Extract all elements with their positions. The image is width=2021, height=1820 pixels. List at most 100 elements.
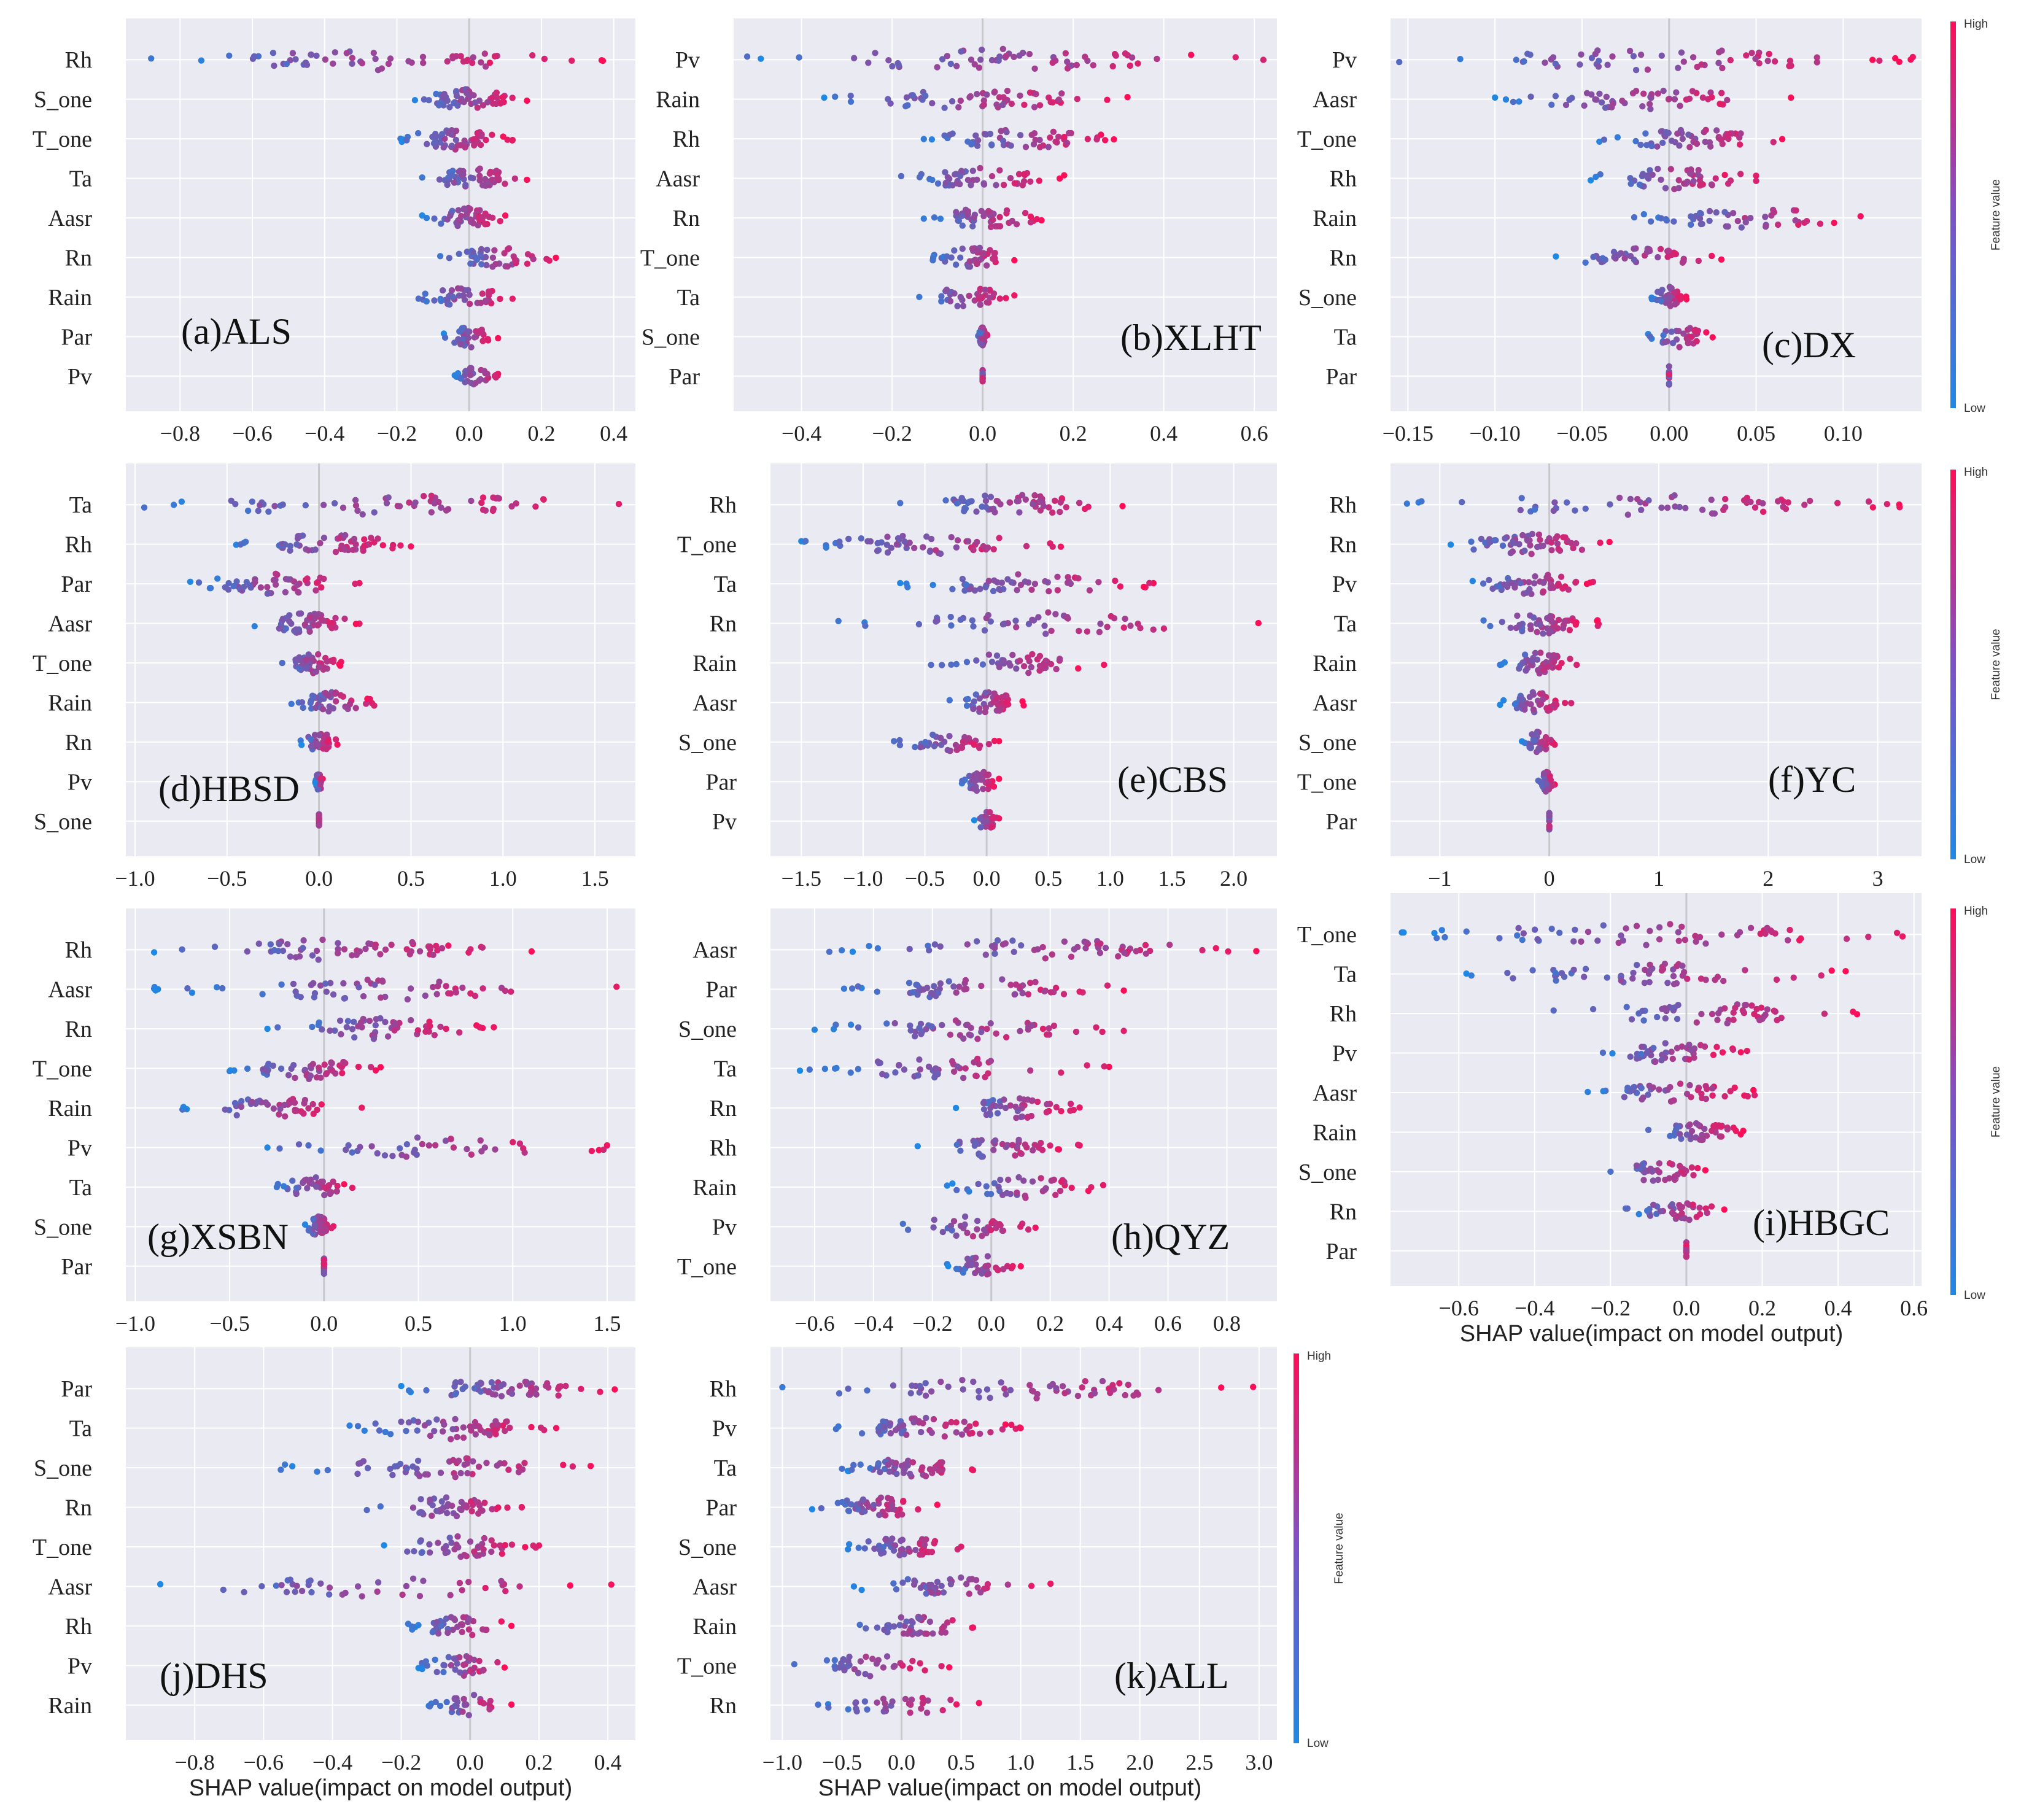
shap-dot	[1637, 141, 1644, 149]
shap-dot	[865, 1538, 872, 1545]
shap-dots-t_one	[1596, 126, 1786, 150]
shap-dot	[444, 506, 452, 513]
shap-dot	[1721, 1005, 1728, 1012]
shap-dot	[930, 1415, 937, 1423]
shap-dot	[403, 1465, 410, 1472]
shap-dot	[1160, 625, 1168, 632]
shap-dot	[948, 254, 955, 261]
shap-dot	[1057, 499, 1064, 506]
shap-dot	[982, 286, 988, 293]
shap-dot	[389, 1153, 396, 1160]
shap-dot	[940, 1589, 947, 1596]
shap-dot	[1519, 697, 1526, 703]
shap-dot	[330, 60, 336, 67]
shap-dot	[960, 1035, 967, 1042]
shap-dot	[867, 1673, 874, 1679]
shap-dot	[1041, 988, 1048, 995]
feature-label-ta: Ta	[69, 492, 93, 518]
shap-dot	[276, 1145, 283, 1152]
shap-dot	[258, 1583, 265, 1590]
shap-dot	[460, 171, 467, 178]
shap-dot	[1685, 131, 1692, 138]
shap-dot	[983, 614, 990, 622]
shap-dot	[1530, 614, 1537, 621]
shap-dot	[530, 1542, 537, 1549]
shap-dot	[1031, 130, 1038, 137]
shap-dot	[942, 169, 948, 176]
shap-dot	[1689, 88, 1696, 95]
shap-dot	[1665, 130, 1672, 136]
shap-dot	[467, 1655, 473, 1662]
shap-dot	[1507, 624, 1514, 631]
shap-dot	[232, 501, 239, 508]
shap-dot	[991, 249, 998, 257]
shap-dot	[1524, 536, 1530, 543]
shap-dot	[382, 1428, 389, 1436]
shap-dot	[498, 1578, 505, 1584]
shap-dot	[951, 290, 958, 297]
shap-dot	[313, 947, 320, 955]
shap-dot	[864, 538, 871, 544]
shap-dot	[1548, 101, 1555, 108]
shap-dot	[455, 207, 462, 214]
shap-dot	[985, 651, 993, 658]
shap-dot	[1732, 1004, 1739, 1012]
shap-dots-t_one	[397, 127, 516, 153]
shap-dot	[1038, 1175, 1044, 1182]
shap-dot	[1788, 94, 1794, 101]
shap-dot	[1662, 216, 1669, 223]
shap-dot	[1709, 334, 1716, 341]
shap-dot	[1587, 177, 1594, 184]
shap-dots-aasr	[826, 937, 1260, 962]
shap-dot	[1031, 1142, 1038, 1148]
x-tick-label: −0.8	[160, 421, 200, 446]
shap-dot	[1680, 58, 1687, 65]
shap-dot	[1232, 54, 1239, 61]
shap-dot	[518, 1504, 525, 1511]
shap-dot	[352, 621, 359, 627]
shap-dot	[326, 1591, 333, 1598]
shap-dot	[1500, 581, 1508, 588]
shap-dot	[976, 1700, 982, 1706]
shap-dot	[1718, 136, 1724, 144]
shap-dot	[1074, 1392, 1082, 1400]
shap-dot	[454, 222, 461, 230]
shap-dot	[1017, 1424, 1023, 1431]
shap-dot	[1142, 950, 1150, 957]
shap-dot	[497, 1542, 503, 1549]
shap-dot	[282, 1113, 289, 1120]
shap-dot	[330, 991, 337, 998]
shap-dot	[320, 535, 328, 541]
panel-background	[1391, 463, 1922, 856]
shap-dot	[442, 1137, 449, 1144]
shap-dot	[398, 138, 405, 145]
feature-label-par: Par	[1325, 364, 1357, 390]
shap-dot	[301, 1096, 309, 1104]
shap-dot	[1632, 88, 1640, 95]
shap-dot	[464, 1145, 470, 1153]
shap-dot	[1527, 622, 1534, 629]
shap-dot	[922, 1380, 929, 1387]
shap-dot	[982, 708, 989, 716]
shap-dot	[953, 1141, 961, 1148]
shap-dot	[998, 1379, 1004, 1386]
shap-panel-e: −1.5 −1.0 −0.5 0.0 0.5 1.0 1.5 2.0RhT_oneTaRnRa…	[677, 463, 1277, 891]
shap-dot	[1019, 698, 1026, 705]
x-tick-label: 0.4	[600, 421, 627, 446]
shap-dot	[328, 1059, 335, 1067]
shap-dot	[501, 1460, 508, 1467]
shap-dot	[1651, 1058, 1659, 1066]
shap-dot	[1686, 95, 1693, 102]
feature-label-aasr: Aasr	[692, 690, 737, 716]
shap-dot	[1594, 622, 1601, 629]
shap-dot	[974, 1055, 981, 1063]
shap-dot	[933, 1465, 939, 1471]
shap-dot	[832, 1021, 839, 1028]
x-tick-label: 1.5	[1066, 1750, 1094, 1775]
shap-dot	[883, 541, 891, 548]
shap-dot	[1630, 53, 1637, 60]
shap-dot	[982, 497, 990, 505]
x-tick-label: −1.0	[843, 866, 883, 891]
shap-dot	[1027, 219, 1034, 226]
shap-dot	[477, 1137, 484, 1144]
